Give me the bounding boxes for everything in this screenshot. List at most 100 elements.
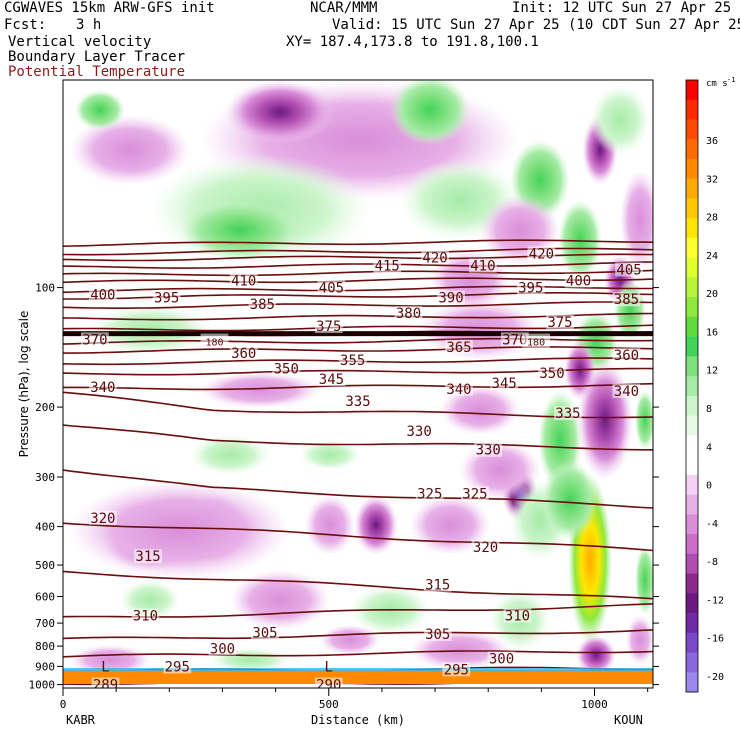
contour-label-30: 335 [345,394,370,410]
label-bg-5 [317,280,346,295]
contour-label-3: 410 [470,259,495,275]
label-bg-35 [461,486,489,501]
label-bg-46 [163,659,192,674]
y-tick-label-700: 700 [35,617,55,630]
w-cell-23 [440,385,520,435]
colorbar-label-2: 28 [706,213,718,224]
colorbar-swatch-15 [686,376,698,397]
colorbar-label-1: 32 [706,174,718,185]
colorbar-swatch-3 [686,139,698,160]
label-bg-23 [272,361,301,376]
contour-label-32: 330 [406,424,431,440]
label-bg-25 [317,372,346,387]
label-bg-13 [612,292,641,307]
w-cell-44 [70,645,150,675]
colorbar-swatch-1 [686,99,698,120]
label-bg-53 [522,333,550,348]
y-axis-label: Pressure (hPa), log scale [17,311,31,458]
contour-label-45: 300 [489,652,514,668]
label-bg-38 [134,549,162,564]
label-bg-9 [437,290,465,305]
w-cell-47 [635,390,653,450]
contour-label-44: 300 [210,641,235,657]
label-bg-37 [471,539,500,554]
w-cell-46 [320,625,380,655]
w-cell-34 [354,495,398,555]
label-bg-47 [442,662,471,677]
theta-contour-390 [63,285,653,294]
colorbar-frame [685,79,699,693]
theta-contour-325 [63,469,653,509]
theta-contour-330 [63,424,653,451]
colorbar-swatch-24 [686,553,698,575]
colorbar-label-10: -4 [706,519,718,530]
w-cell-16 [620,170,653,270]
colorbar-label-12: -12 [706,595,724,606]
label-bg-24 [538,365,566,380]
contour-label-6: 400 [90,287,115,303]
y-tick-label-900: 900 [35,660,55,673]
w-cell-9 [390,80,470,145]
colorbar-swatch-20 [686,474,698,496]
contour-label-43: 305 [425,627,450,643]
label-bg-31 [554,406,582,421]
colorbar-label-13: -16 [706,634,724,645]
w-cell-40 [230,570,330,630]
contour-label-23: 350 [274,362,299,378]
contour-label-9: 390 [438,291,463,307]
contour-label-1: 415 [375,259,400,275]
colorbar-swatch-28 [686,632,698,654]
colorbar-label-0: 36 [706,136,718,147]
x-tick-label-0: 0 [60,698,67,711]
theta-contour-405 [63,261,653,269]
colorbar-swatch-8 [686,237,698,259]
valid-time: Valid: 15 UTC Sun 27 Apr 25 (10 CDT Sun … [332,17,740,33]
colorbar-swatch-19 [686,455,698,476]
w-cell-15 [590,85,650,155]
label-bg-4 [527,246,556,261]
contour-label-49: 290 [316,678,341,694]
colorbar-swatch-16 [686,395,698,417]
contour-label-26: 345 [492,376,517,392]
colorbar-swatch-12 [686,316,698,338]
label-bg-20 [229,345,258,360]
colorbar-swatch-26 [686,593,698,614]
theta-contour-355 [63,346,653,354]
x-tick-label-500: 500 [319,698,339,711]
contour-label-20: 360 [231,346,256,362]
label-bg-45 [487,651,516,666]
label-bg-10 [516,280,545,295]
w-cell-32 [70,480,290,580]
contour-label-34: 325 [417,486,442,502]
w-cell-1 [225,80,335,144]
w-cell-29 [576,635,616,675]
contour-label-40: 310 [133,609,158,625]
x-axis-label: Distance (km) [311,713,405,727]
contour-label-48: 289 [93,678,118,694]
contour-label-33: 330 [476,443,501,459]
label-bg-41 [503,608,532,623]
colorbar-swatch-7 [686,218,698,239]
w-cell-13 [558,200,602,280]
w-cell-38 [300,440,360,470]
contour-label-53: 180 [527,338,545,349]
label-bg-16 [546,314,574,329]
colorbar-swatch-27 [686,613,698,634]
label-bg-33 [474,442,503,457]
label-bg-36 [88,510,117,525]
right-endpoint-label: KOUN [614,713,643,727]
contour-label-27: 340 [90,380,115,396]
label-bg-26 [490,376,519,391]
w-cell-36 [200,372,320,408]
label-bg-44 [208,641,237,656]
contour-label-36: 320 [90,511,115,527]
w-cell-4 [180,200,300,260]
contour-label-14: 380 [396,306,421,322]
colorbar-swatch-9 [686,257,698,278]
contour-label-10: 395 [518,281,543,297]
colorbar-swatch-22 [686,514,698,535]
contour-label-28: 340 [446,382,471,398]
colorbar-unit-exponent: -1 [727,76,735,84]
colorbar-label-4: 20 [706,289,718,300]
boundary-layer-top [63,668,653,671]
